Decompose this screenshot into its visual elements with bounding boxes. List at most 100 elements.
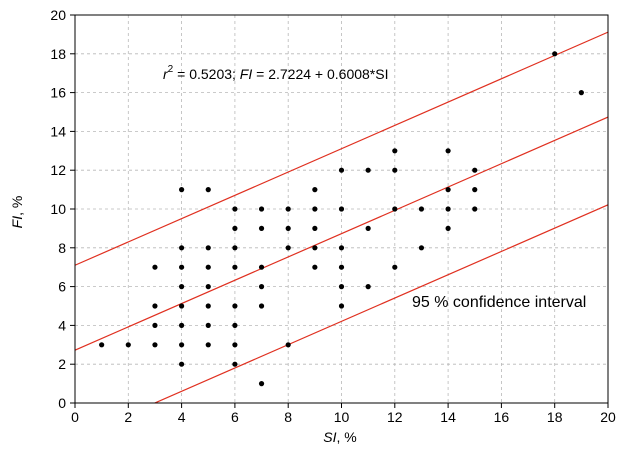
data-point bbox=[578, 90, 584, 96]
data-point bbox=[205, 322, 211, 328]
data-point bbox=[258, 206, 265, 212]
data-point bbox=[179, 245, 185, 251]
data-point bbox=[472, 206, 478, 212]
data-point bbox=[552, 51, 558, 57]
data-point bbox=[392, 264, 398, 270]
data-point bbox=[365, 284, 371, 290]
data-points bbox=[99, 51, 584, 387]
data-point bbox=[205, 264, 211, 270]
x-tick-label: 0 bbox=[71, 409, 79, 425]
data-point bbox=[258, 381, 265, 387]
data-point bbox=[258, 303, 265, 309]
x-axis-title-symbol: SI bbox=[323, 429, 336, 445]
data-point bbox=[392, 206, 398, 212]
data-point bbox=[205, 284, 211, 290]
x-tick-label: 20 bbox=[600, 409, 616, 425]
data-point bbox=[312, 245, 318, 251]
data-point bbox=[232, 303, 238, 309]
data-point bbox=[338, 284, 345, 290]
r-symbol: r bbox=[163, 66, 169, 82]
data-point bbox=[338, 206, 345, 212]
x-tick-label: 4 bbox=[178, 409, 186, 425]
y-tick-label: 6 bbox=[58, 279, 66, 295]
regression-line bbox=[75, 116, 608, 351]
y-tick-label: 20 bbox=[50, 7, 66, 23]
fi-symbol: FI bbox=[240, 66, 253, 82]
data-point bbox=[258, 284, 265, 290]
data-point bbox=[445, 187, 451, 193]
y-tick-label: 16 bbox=[50, 85, 66, 101]
y-tick-label: 14 bbox=[50, 123, 66, 139]
x-tick-label: 6 bbox=[231, 409, 239, 425]
data-point bbox=[392, 148, 398, 154]
data-point bbox=[285, 206, 291, 212]
data-point bbox=[285, 225, 291, 231]
y-tick-label: 12 bbox=[50, 162, 66, 178]
r-superscript: 2 bbox=[168, 64, 174, 75]
data-point bbox=[179, 322, 185, 328]
y-tick-label: 18 bbox=[50, 46, 66, 62]
fi-equation: = 2.7224 + 0.6008*SI bbox=[252, 66, 388, 82]
x-tick-label: 18 bbox=[547, 409, 563, 425]
data-point bbox=[418, 245, 425, 251]
data-point bbox=[365, 225, 371, 231]
data-point bbox=[445, 148, 451, 154]
data-point bbox=[152, 303, 158, 309]
data-point bbox=[205, 187, 211, 193]
data-point bbox=[285, 342, 291, 348]
confidence-interval-label: 95 % confidence interval bbox=[412, 294, 586, 311]
data-point bbox=[179, 361, 185, 367]
y-tick-label: 0 bbox=[58, 395, 66, 411]
data-point bbox=[232, 245, 238, 251]
data-point bbox=[152, 342, 158, 348]
data-point bbox=[312, 225, 318, 231]
data-point bbox=[205, 303, 211, 309]
data-point bbox=[232, 206, 238, 212]
data-point bbox=[365, 167, 371, 173]
data-point bbox=[472, 167, 478, 173]
data-point bbox=[125, 342, 131, 348]
data-point bbox=[179, 264, 185, 270]
x-axis-title: SI, % bbox=[323, 429, 356, 445]
data-point bbox=[99, 342, 105, 348]
regression-lines bbox=[75, 31, 608, 403]
data-point bbox=[312, 206, 318, 212]
data-point bbox=[312, 187, 318, 193]
y-axis-title: FI, % bbox=[9, 196, 25, 229]
x-tick-label: 8 bbox=[284, 409, 292, 425]
data-point bbox=[179, 342, 185, 348]
data-point bbox=[179, 187, 185, 193]
data-point bbox=[232, 264, 238, 270]
y-axis-title-unit: , % bbox=[9, 196, 25, 216]
data-point bbox=[205, 342, 211, 348]
data-point bbox=[258, 264, 265, 270]
lower-confidence-line bbox=[153, 204, 608, 403]
y-tick-label: 2 bbox=[58, 356, 66, 372]
upper-confidence-line bbox=[75, 31, 608, 266]
data-point bbox=[445, 225, 451, 231]
data-point bbox=[338, 245, 345, 251]
data-point bbox=[152, 264, 158, 270]
y-tick-label: 8 bbox=[58, 240, 66, 256]
data-point bbox=[418, 206, 425, 212]
x-tick-label: 14 bbox=[440, 409, 456, 425]
data-point bbox=[152, 322, 158, 328]
x-tick-label: 2 bbox=[124, 409, 132, 425]
data-point bbox=[258, 225, 265, 231]
data-point bbox=[179, 284, 185, 290]
x-tick-label: 12 bbox=[387, 409, 403, 425]
data-point bbox=[338, 303, 345, 309]
y-axis-title-symbol: FI bbox=[9, 216, 25, 229]
axis-ticks: 0 2 4 6 8 10 12 14 16 18 20 0 2 4 6 8 10 12 14 16 18 20 bbox=[50, 7, 616, 425]
data-point bbox=[445, 206, 451, 212]
data-point bbox=[392, 167, 398, 173]
data-point bbox=[232, 225, 238, 231]
data-point bbox=[232, 322, 238, 328]
data-point bbox=[232, 342, 238, 348]
data-point bbox=[338, 167, 345, 173]
y-tick-label: 4 bbox=[58, 317, 66, 333]
data-point bbox=[232, 361, 238, 367]
data-point bbox=[179, 303, 185, 309]
data-point bbox=[205, 245, 211, 251]
